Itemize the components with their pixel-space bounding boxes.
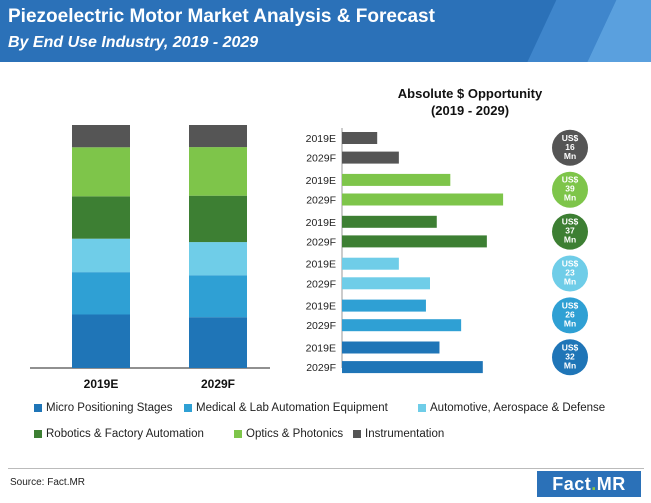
opportunity-bar — [342, 342, 439, 354]
legend-label: Instrumentation — [365, 428, 444, 440]
stacked-bar-chart: 2019E 2029F — [30, 125, 270, 391]
stacked-bar-segment — [72, 314, 130, 368]
badge-text: Mn — [564, 235, 576, 245]
legend-label: Micro Positioning Stages — [46, 402, 173, 414]
opportunity-bar — [342, 235, 487, 247]
stacked-bar-segment — [189, 125, 247, 147]
stacked-bar-segment — [72, 147, 130, 196]
stacked-bar-segment — [72, 196, 130, 238]
legend-swatch — [234, 430, 242, 438]
legend-item: Optics & Photonics — [234, 428, 343, 440]
year-tick-label: 2029F — [306, 195, 336, 207]
opportunity-subtitle: (2019 - 2029) — [431, 103, 509, 118]
factmr-logo: Fact. MR — [537, 471, 641, 497]
year-tick-label: 2019E — [306, 301, 336, 313]
stacked-bar-segment — [72, 239, 130, 272]
opportunity-bar — [342, 361, 483, 373]
year-tick-label: 2029F — [306, 236, 336, 248]
opportunity-bar — [342, 194, 503, 206]
stacked-bar-segment — [189, 275, 247, 317]
opportunity-bar — [342, 152, 399, 164]
opportunity-bar — [342, 174, 450, 186]
legend-label: Robotics & Factory Automation — [46, 428, 204, 440]
legend-swatch — [184, 404, 192, 412]
legend-swatch — [34, 404, 42, 412]
badge-text: Mn — [564, 151, 576, 161]
year-tick-label: 2019E — [306, 343, 336, 355]
category-tick-label: 2019E — [84, 377, 119, 391]
source-note: Source: Fact.MR — [10, 477, 85, 488]
legend-label: Automotive, Aerospace & Defense — [430, 402, 605, 414]
opportunity-bar — [342, 300, 426, 312]
legend-item: Micro Positioning Stages — [34, 402, 173, 414]
logo-text-right: MR — [597, 474, 626, 495]
year-tick-label: 2019E — [306, 217, 336, 229]
stacked-bar-segment — [72, 272, 130, 314]
badge-text: Mn — [564, 193, 576, 203]
stacked-bar-segment — [189, 147, 247, 196]
badge-text: Mn — [564, 360, 576, 370]
opportunity-bar — [342, 132, 377, 144]
legend-swatch — [353, 430, 361, 438]
footer-divider — [8, 468, 644, 469]
legend-swatch — [418, 404, 426, 412]
year-tick-label: 2019E — [306, 175, 336, 187]
stacked-bar-segment — [72, 125, 130, 147]
year-tick-label: 2019E — [306, 133, 336, 145]
year-tick-label: 2029F — [306, 278, 336, 290]
year-tick-label: 2029F — [306, 320, 336, 332]
legend-item: Instrumentation — [353, 428, 444, 440]
year-tick-label: 2029F — [306, 362, 336, 374]
legend-label: Medical & Lab Automation Equipment — [196, 402, 388, 414]
legend-item: Automotive, Aerospace & Defense — [418, 402, 605, 414]
legend-swatch — [34, 430, 42, 438]
opportunity-bar — [342, 319, 461, 331]
badge-text: Mn — [564, 277, 576, 287]
absolute-opportunity-chart: Absolute $ Opportunity (2019 - 2029) 201… — [306, 86, 588, 375]
opportunity-bar — [342, 216, 437, 228]
year-tick-label: 2029F — [306, 153, 336, 165]
stacked-bar-segment — [189, 196, 247, 242]
category-tick-label: 2029F — [201, 377, 235, 391]
legend-item: Robotics & Factory Automation — [34, 428, 204, 440]
opportunity-title: Absolute $ Opportunity — [398, 86, 543, 101]
chart-canvas: 2019E 2029F Absolute $ Opportunity (2019 … — [0, 0, 651, 400]
badge-text: Mn — [564, 318, 576, 328]
legend-item: Medical & Lab Automation Equipment — [184, 402, 388, 414]
logo-text-left: Fact — [552, 474, 591, 495]
legend-label: Optics & Photonics — [246, 428, 343, 440]
stacked-bar-segment — [189, 317, 247, 368]
year-tick-label: 2019E — [306, 259, 336, 271]
opportunity-bar — [342, 258, 399, 270]
stacked-bar-segment — [189, 242, 247, 275]
opportunity-bar — [342, 277, 430, 289]
